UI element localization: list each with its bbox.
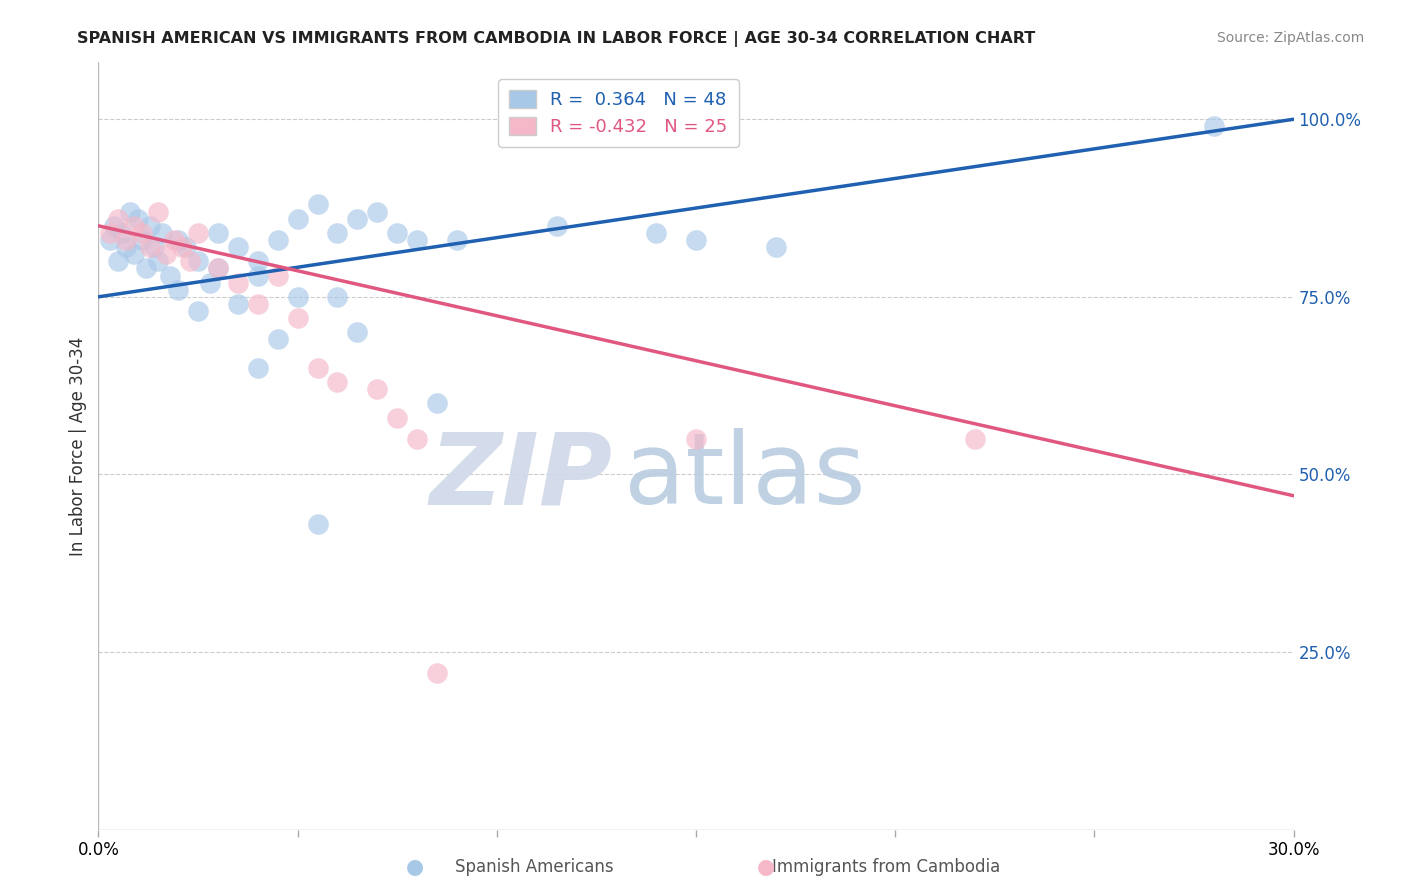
Point — [124, 247, 146, 261]
Point — [963, 432, 986, 446]
Point — [163, 233, 186, 247]
Point — [143, 240, 166, 254]
Point — [150, 226, 173, 240]
Point — [120, 204, 142, 219]
Point — [98, 233, 122, 247]
Point — [226, 276, 249, 290]
Point — [167, 283, 190, 297]
Point — [267, 268, 290, 283]
Point — [207, 261, 229, 276]
Point — [287, 311, 309, 326]
Point — [326, 290, 349, 304]
Point — [287, 211, 309, 226]
Point — [187, 226, 209, 240]
Point — [131, 226, 153, 240]
Point — [267, 233, 290, 247]
Point — [226, 297, 249, 311]
Text: Source: ZipAtlas.com: Source: ZipAtlas.com — [1216, 31, 1364, 45]
Point — [187, 254, 209, 268]
Point — [406, 233, 429, 247]
Point — [131, 233, 153, 247]
Point — [446, 233, 468, 247]
Point — [385, 226, 409, 240]
Point — [179, 254, 201, 268]
Point — [385, 410, 409, 425]
Point — [139, 240, 162, 254]
Point — [174, 240, 197, 254]
Text: ●: ● — [406, 857, 423, 877]
Point — [246, 297, 269, 311]
Point — [685, 432, 707, 446]
Point — [148, 254, 170, 268]
Y-axis label: In Labor Force | Age 30-34: In Labor Force | Age 30-34 — [69, 336, 87, 556]
Text: SPANISH AMERICAN VS IMMIGRANTS FROM CAMBODIA IN LABOR FORCE | AGE 30-34 CORRELAT: SPANISH AMERICAN VS IMMIGRANTS FROM CAMB… — [77, 31, 1036, 47]
Point — [107, 254, 129, 268]
Point — [307, 517, 329, 532]
Point — [172, 240, 194, 254]
Point — [155, 247, 177, 261]
Point — [198, 276, 221, 290]
Point — [124, 219, 146, 233]
Point — [159, 268, 181, 283]
Point — [287, 290, 309, 304]
Point — [326, 226, 349, 240]
Point — [307, 360, 329, 375]
Point — [546, 219, 568, 233]
Point — [426, 396, 449, 410]
Point — [115, 240, 138, 254]
Point — [135, 261, 157, 276]
Point — [366, 382, 388, 396]
Point — [307, 197, 329, 211]
Point — [346, 326, 368, 340]
Point — [187, 304, 209, 318]
Point — [267, 333, 290, 347]
Point — [103, 219, 125, 233]
Text: Spanish Americans: Spanish Americans — [456, 858, 613, 876]
Point — [139, 219, 162, 233]
Point — [127, 211, 149, 226]
Point — [685, 233, 707, 247]
Point — [246, 360, 269, 375]
Point — [246, 268, 269, 283]
Point — [167, 233, 190, 247]
Text: ●: ● — [758, 857, 775, 877]
Point — [1202, 120, 1225, 134]
Point — [326, 375, 349, 389]
Point — [207, 226, 229, 240]
Text: ZIP: ZIP — [429, 428, 613, 525]
Point — [98, 226, 122, 240]
Point — [346, 211, 368, 226]
Point — [645, 226, 668, 240]
Point — [366, 204, 388, 219]
Point — [226, 240, 249, 254]
Point — [426, 666, 449, 681]
Text: Immigrants from Cambodia: Immigrants from Cambodia — [772, 858, 1000, 876]
Point — [207, 261, 229, 276]
Point — [148, 204, 170, 219]
Point — [107, 211, 129, 226]
Point — [246, 254, 269, 268]
Point — [115, 233, 138, 247]
Point — [406, 432, 429, 446]
Point — [111, 226, 134, 240]
Text: atlas: atlas — [624, 428, 866, 525]
Point — [765, 240, 787, 254]
Legend: R =  0.364   N = 48, R = -0.432   N = 25: R = 0.364 N = 48, R = -0.432 N = 25 — [498, 79, 738, 146]
